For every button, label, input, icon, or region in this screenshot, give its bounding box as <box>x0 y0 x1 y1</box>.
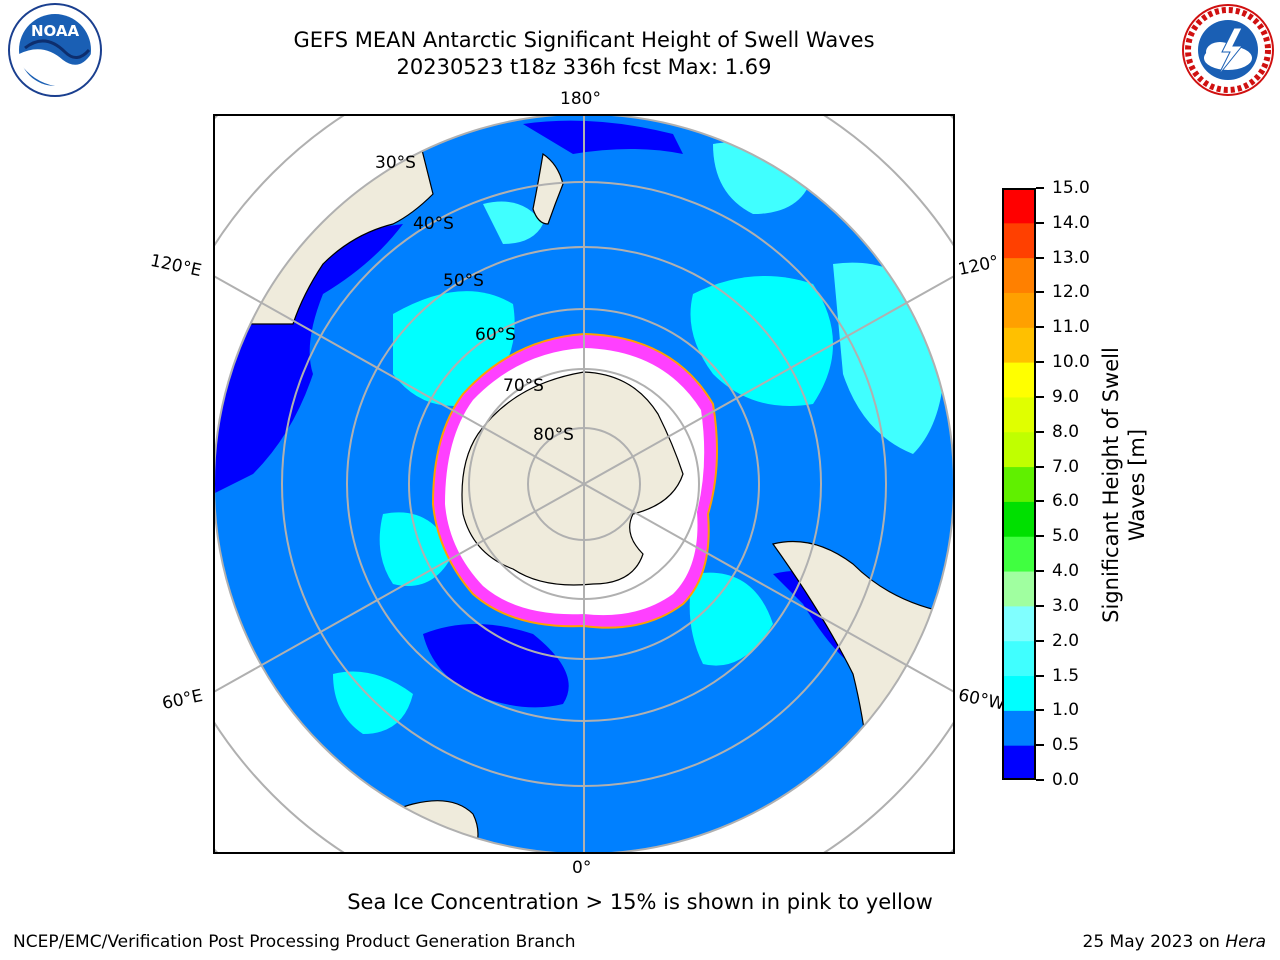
colorbar-tick-label: 0.0 <box>1052 770 1080 790</box>
sea-ice-note: Sea Ice Concentration > 15% is shown in … <box>347 890 933 914</box>
lon-label-180: 180° <box>560 89 601 109</box>
colorbar-tick-mark <box>1036 361 1044 364</box>
colorbar-tick-label: 0.5 <box>1052 735 1080 756</box>
colorbar-label-line2: Waves [m] <box>1125 428 1149 542</box>
colorbar-tick-label: 13.0 <box>1052 247 1090 268</box>
footer-date: 25 May 2023 on Hera <box>1083 932 1267 952</box>
colorbar-tick-label: 15.0 <box>1052 178 1090 198</box>
colorbar-tick-mark <box>1036 291 1044 294</box>
colorbar-segment <box>1002 396 1036 433</box>
lon-label-120w: 120° <box>956 251 1001 281</box>
colorbar-tick-label: 10.0 <box>1052 352 1090 373</box>
low-swell-region <box>523 120 683 154</box>
moderate-swell-region <box>689 572 773 666</box>
polar-map: 30°S 40°S 50°S 60°S 70°S 80°S <box>213 114 955 854</box>
longitude-grid <box>213 114 955 854</box>
moderate-swell-region <box>483 201 543 244</box>
colorbar-segment <box>1002 222 1036 259</box>
outside-disc <box>213 114 955 854</box>
lat-label-60: 60°S <box>475 325 516 345</box>
lon-label-60w: 60°W <box>956 685 1007 715</box>
colorbar-tick-mark <box>1036 674 1044 677</box>
colorbar-tick-label: 6.0 <box>1052 491 1080 512</box>
colorbar-tick-mark <box>1036 570 1044 573</box>
colorbar-tick-label: 14.0 <box>1052 212 1090 233</box>
colorbar-tick-label: 4.0 <box>1052 561 1080 582</box>
colorbar-segment <box>1002 362 1036 398</box>
colorbar-tick-mark <box>1036 535 1044 538</box>
colorbar-tick-label: 12.0 <box>1052 282 1090 303</box>
colorbar-segment <box>1002 292 1036 328</box>
colorbar-segment <box>1002 536 1036 572</box>
colorbar-tick-mark <box>1036 639 1044 642</box>
latitude-labels: 30°S 40°S 50°S 60°S 70°S 80°S <box>375 153 574 445</box>
noaa-logo: NOAA <box>8 3 102 97</box>
colorbar-tick-label: 8.0 <box>1052 421 1080 442</box>
new-zealand-land <box>532 152 564 225</box>
colorbar-segment <box>1002 745 1036 780</box>
colorbar-frame <box>1002 188 1036 780</box>
map-canvas: 30°S 40°S 50°S 60°S 70°S 80°S <box>213 114 955 854</box>
lat-label-40: 40°S <box>413 214 454 234</box>
colorbar-segment <box>1002 571 1036 607</box>
chart-title: GEFS MEAN Antarctic Significant Height o… <box>293 28 875 52</box>
chart-subtitle: 20230523 t18z 336h fcst Max: 1.69 <box>396 55 772 79</box>
colorbar-tick-mark <box>1036 326 1044 329</box>
colorbar-tick-label: 5.0 <box>1052 526 1080 547</box>
colorbar-label: Significant Height of Swell Waves [m] <box>1098 330 1178 640</box>
colorbar-segment <box>1002 327 1036 363</box>
lon-label-120e: 120°E <box>148 250 204 282</box>
noaa-logo-text: NOAA <box>31 22 80 40</box>
colorbar-tick-mark <box>1036 604 1044 607</box>
lat-label-80: 80°S <box>533 425 574 445</box>
colorbar-segment <box>1002 257 1036 293</box>
colorbar-tick-mark <box>1036 709 1044 712</box>
moderate-swell-region <box>690 276 833 406</box>
colorbar-tick-mark <box>1036 744 1044 747</box>
lat-label-70: 70°S <box>503 376 544 396</box>
colorbar-tick-mark <box>1036 500 1044 503</box>
colorbar-tick-mark <box>1036 395 1044 398</box>
colorbar-segment <box>1002 605 1036 642</box>
colorbar-tick-mark <box>1036 779 1044 781</box>
low-swell-region <box>423 624 569 708</box>
colorbar-segment <box>1002 675 1036 711</box>
colorbar-segment <box>1002 188 1036 224</box>
footer-date-text: 25 May 2023 on <box>1082 932 1226 952</box>
colorbar <box>1002 188 1036 780</box>
footer-machine: Hera <box>1225 932 1266 952</box>
colorbar-segment <box>1002 710 1036 746</box>
colorbar-segment <box>1002 501 1036 537</box>
colorbar-tick-label: 2.0 <box>1052 630 1080 651</box>
lat-label-30: 30°S <box>375 153 416 173</box>
colorbar-tick-mark <box>1036 187 1044 189</box>
colorbar-segment <box>1002 640 1036 677</box>
colorbar-label-line1: Significant Height of Swell <box>1099 347 1123 623</box>
colorbar-tick-label: 11.0 <box>1052 317 1090 338</box>
nws-logo <box>1182 4 1274 96</box>
colorbar-tick-label: 9.0 <box>1052 386 1080 407</box>
colorbar-segment <box>1002 466 1036 502</box>
colorbar-tick-label: 1.0 <box>1052 700 1080 721</box>
colorbar-tick-mark <box>1036 465 1044 468</box>
colorbar-tick-mark <box>1036 430 1044 433</box>
footer-organization: NCEP/EMC/Verification Post Processing Pr… <box>13 932 576 952</box>
lon-label-60e: 60°E <box>160 685 205 715</box>
colorbar-tick-mark <box>1036 221 1044 224</box>
colorbar-segment <box>1002 431 1036 468</box>
map-frame <box>213 114 955 854</box>
lon-label-0: 0° <box>572 858 592 878</box>
colorbar-tick-mark <box>1036 256 1044 259</box>
colorbar-tick-label: 3.0 <box>1052 595 1080 616</box>
colorbar-tick-label: 7.0 <box>1052 456 1080 477</box>
colorbar-tick-label: 1.5 <box>1052 665 1080 686</box>
lat-label-50: 50°S <box>443 271 484 291</box>
